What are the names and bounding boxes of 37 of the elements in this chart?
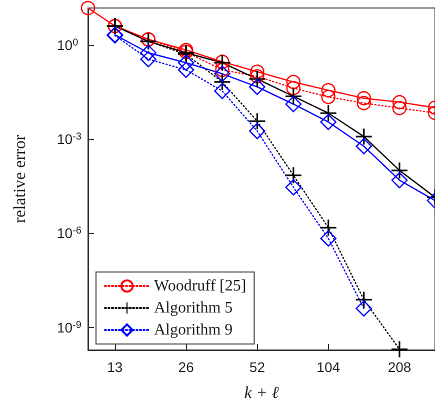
legend-label: Algorithm 5 xyxy=(154,300,233,316)
point xyxy=(320,114,336,130)
point xyxy=(249,78,266,96)
point xyxy=(285,96,302,112)
point xyxy=(214,82,230,100)
point xyxy=(178,54,194,71)
x-tick-label: 26 xyxy=(178,359,194,375)
point xyxy=(391,172,408,188)
point xyxy=(356,138,372,154)
point xyxy=(285,179,302,196)
point xyxy=(178,62,194,78)
point xyxy=(321,90,336,104)
point xyxy=(286,74,301,90)
point xyxy=(286,80,301,96)
point xyxy=(249,71,266,87)
point xyxy=(249,122,266,140)
x-tick-label: 104 xyxy=(316,359,340,375)
legend-label: Algorithm 9 xyxy=(154,322,233,338)
point xyxy=(356,96,372,110)
point xyxy=(391,162,408,178)
point xyxy=(320,230,336,247)
point xyxy=(250,69,264,84)
legend-label: Woodruff [25] xyxy=(154,278,246,294)
point xyxy=(214,66,230,82)
point xyxy=(215,62,230,78)
x-tick-label: 208 xyxy=(388,359,412,375)
x-tick-label: 52 xyxy=(249,359,266,375)
point xyxy=(392,95,407,110)
point xyxy=(356,91,372,106)
point xyxy=(250,64,264,79)
y-axis-title: relative error xyxy=(10,134,29,224)
point xyxy=(356,300,372,317)
x-axis-title: k + ℓ xyxy=(244,383,279,402)
point xyxy=(321,83,336,98)
x-tick-label: 13 xyxy=(107,359,123,375)
point xyxy=(391,341,408,358)
point xyxy=(392,100,407,116)
